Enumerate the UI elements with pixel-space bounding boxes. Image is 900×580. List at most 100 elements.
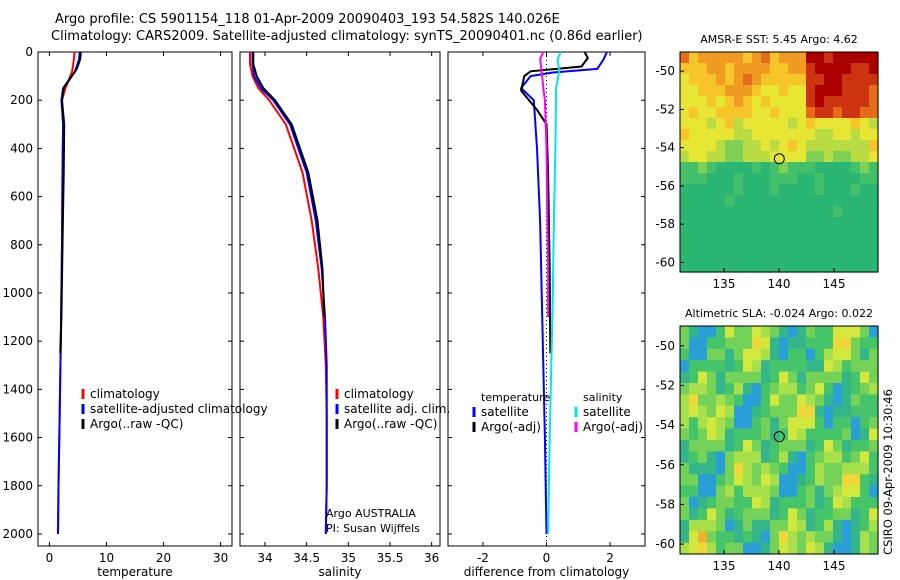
heatmap-cell	[833, 52, 843, 64]
heatmap-cell	[698, 184, 708, 196]
heatmap-cell	[743, 440, 753, 452]
x-tick-label: 140	[768, 277, 791, 291]
heatmap-cell	[698, 348, 708, 361]
heatmap-cell	[689, 250, 699, 262]
heatmap-cell	[725, 337, 735, 350]
heatmap-cell	[860, 383, 870, 395]
heatmap-cell	[779, 417, 789, 430]
heatmap-cell	[761, 217, 771, 229]
heatmap-cell	[770, 206, 780, 218]
heatmap-cell	[815, 195, 825, 207]
heatmap-cell	[815, 52, 825, 64]
heatmap-cell	[824, 96, 834, 108]
heatmap-cell	[806, 228, 816, 240]
heatmap-cell	[725, 151, 735, 163]
legend-title: temperature	[481, 391, 550, 404]
x-axis-label: difference from climatology	[464, 565, 630, 579]
heatmap-cell	[797, 228, 807, 240]
heatmap-cell	[707, 497, 717, 509]
heatmap-cell	[716, 129, 726, 141]
heatmap-cell	[869, 428, 879, 441]
heatmap-cell	[851, 451, 861, 464]
heatmap-cell	[761, 451, 771, 464]
heatmap-cell	[698, 337, 708, 350]
heatmap-cell	[779, 508, 789, 521]
heatmap-cell	[851, 250, 861, 262]
heatmap-cell	[815, 206, 825, 218]
heatmap-cell	[680, 261, 690, 273]
heatmap-cell	[734, 173, 744, 185]
heatmap-cell	[869, 485, 879, 498]
heatmap-cell	[806, 383, 816, 395]
heatmap-cell	[833, 184, 843, 196]
heatmap-cell	[761, 462, 771, 475]
heatmap-cell	[851, 337, 861, 350]
heatmap-cell	[869, 451, 879, 464]
heatmap-cell	[851, 326, 861, 338]
heatmap-cell	[869, 405, 879, 418]
heatmap-cell	[824, 405, 834, 418]
heatmap-cell	[842, 96, 852, 108]
heatmap-cell	[806, 519, 816, 532]
x-tick-label: 20	[156, 551, 171, 565]
heatmap-cell	[797, 96, 807, 108]
heatmap-cell	[869, 383, 879, 395]
heatmap-cell	[788, 440, 798, 452]
map-title: Altimetric SLA: -0.024 Argo: 0.022	[685, 307, 873, 320]
heatmap-cell	[824, 485, 834, 498]
heatmap-cell	[806, 261, 816, 273]
heatmap-cell	[851, 184, 861, 196]
heatmap-cell	[806, 474, 816, 487]
heatmap-cell	[770, 261, 780, 273]
y-tick-label: -58	[655, 217, 675, 231]
heatmap-cell	[815, 462, 825, 475]
heatmap-cell	[770, 337, 780, 350]
heatmap-cell	[698, 440, 708, 452]
heatmap-cell	[725, 184, 735, 196]
heatmap-cell	[725, 326, 735, 338]
heatmap-cell	[680, 451, 690, 464]
x-tick-label: 140	[768, 559, 791, 573]
heatmap-cell	[761, 239, 771, 251]
heatmap-cell	[833, 261, 843, 273]
y-tick-label: -54	[655, 418, 675, 432]
heatmap-cell	[734, 107, 744, 119]
heatmap-cell	[707, 474, 717, 487]
heatmap-cell	[779, 118, 789, 130]
heatmap-cell	[680, 151, 690, 163]
heatmap-cell	[860, 531, 870, 544]
heatmap-cell	[707, 405, 717, 418]
heatmap-cell	[842, 228, 852, 240]
heatmap-cell	[716, 474, 726, 487]
heatmap-cell	[716, 107, 726, 119]
heatmap-cell	[788, 261, 798, 273]
heatmap-cell	[743, 428, 753, 441]
heatmap-cell	[806, 497, 816, 509]
heatmap-cell	[824, 360, 834, 373]
heatmap-cell	[725, 371, 735, 384]
heatmap-cell	[716, 519, 726, 532]
heatmap-cell	[707, 451, 717, 464]
heatmap-cell	[707, 206, 717, 218]
x-tick-label: -2	[477, 551, 489, 565]
heatmap-cell	[869, 394, 879, 407]
heatmap-cell	[752, 151, 762, 163]
heatmap-cell	[806, 531, 816, 544]
heatmap-cell	[806, 217, 816, 229]
heatmap-cell	[707, 383, 717, 395]
heatmap-cell	[824, 440, 834, 452]
heatmap-cell	[797, 531, 807, 544]
heatmap-cell	[869, 173, 879, 185]
series-line	[519, 51, 608, 535]
heatmap-cell	[779, 542, 789, 555]
heatmap-cell	[869, 107, 879, 119]
heatmap-cell	[752, 451, 762, 464]
heatmap-cell	[779, 440, 789, 452]
panel-salinity: 34 34.5 35 35.5 36 salinity climatologysatelli…	[239, 51, 450, 579]
heatmap-cell	[860, 405, 870, 418]
heatmap-cell	[860, 118, 870, 130]
heatmap-cell	[824, 462, 834, 475]
heatmap-cell	[698, 52, 708, 64]
x-tick-label: 145	[823, 559, 846, 573]
heatmap-cell	[761, 474, 771, 487]
